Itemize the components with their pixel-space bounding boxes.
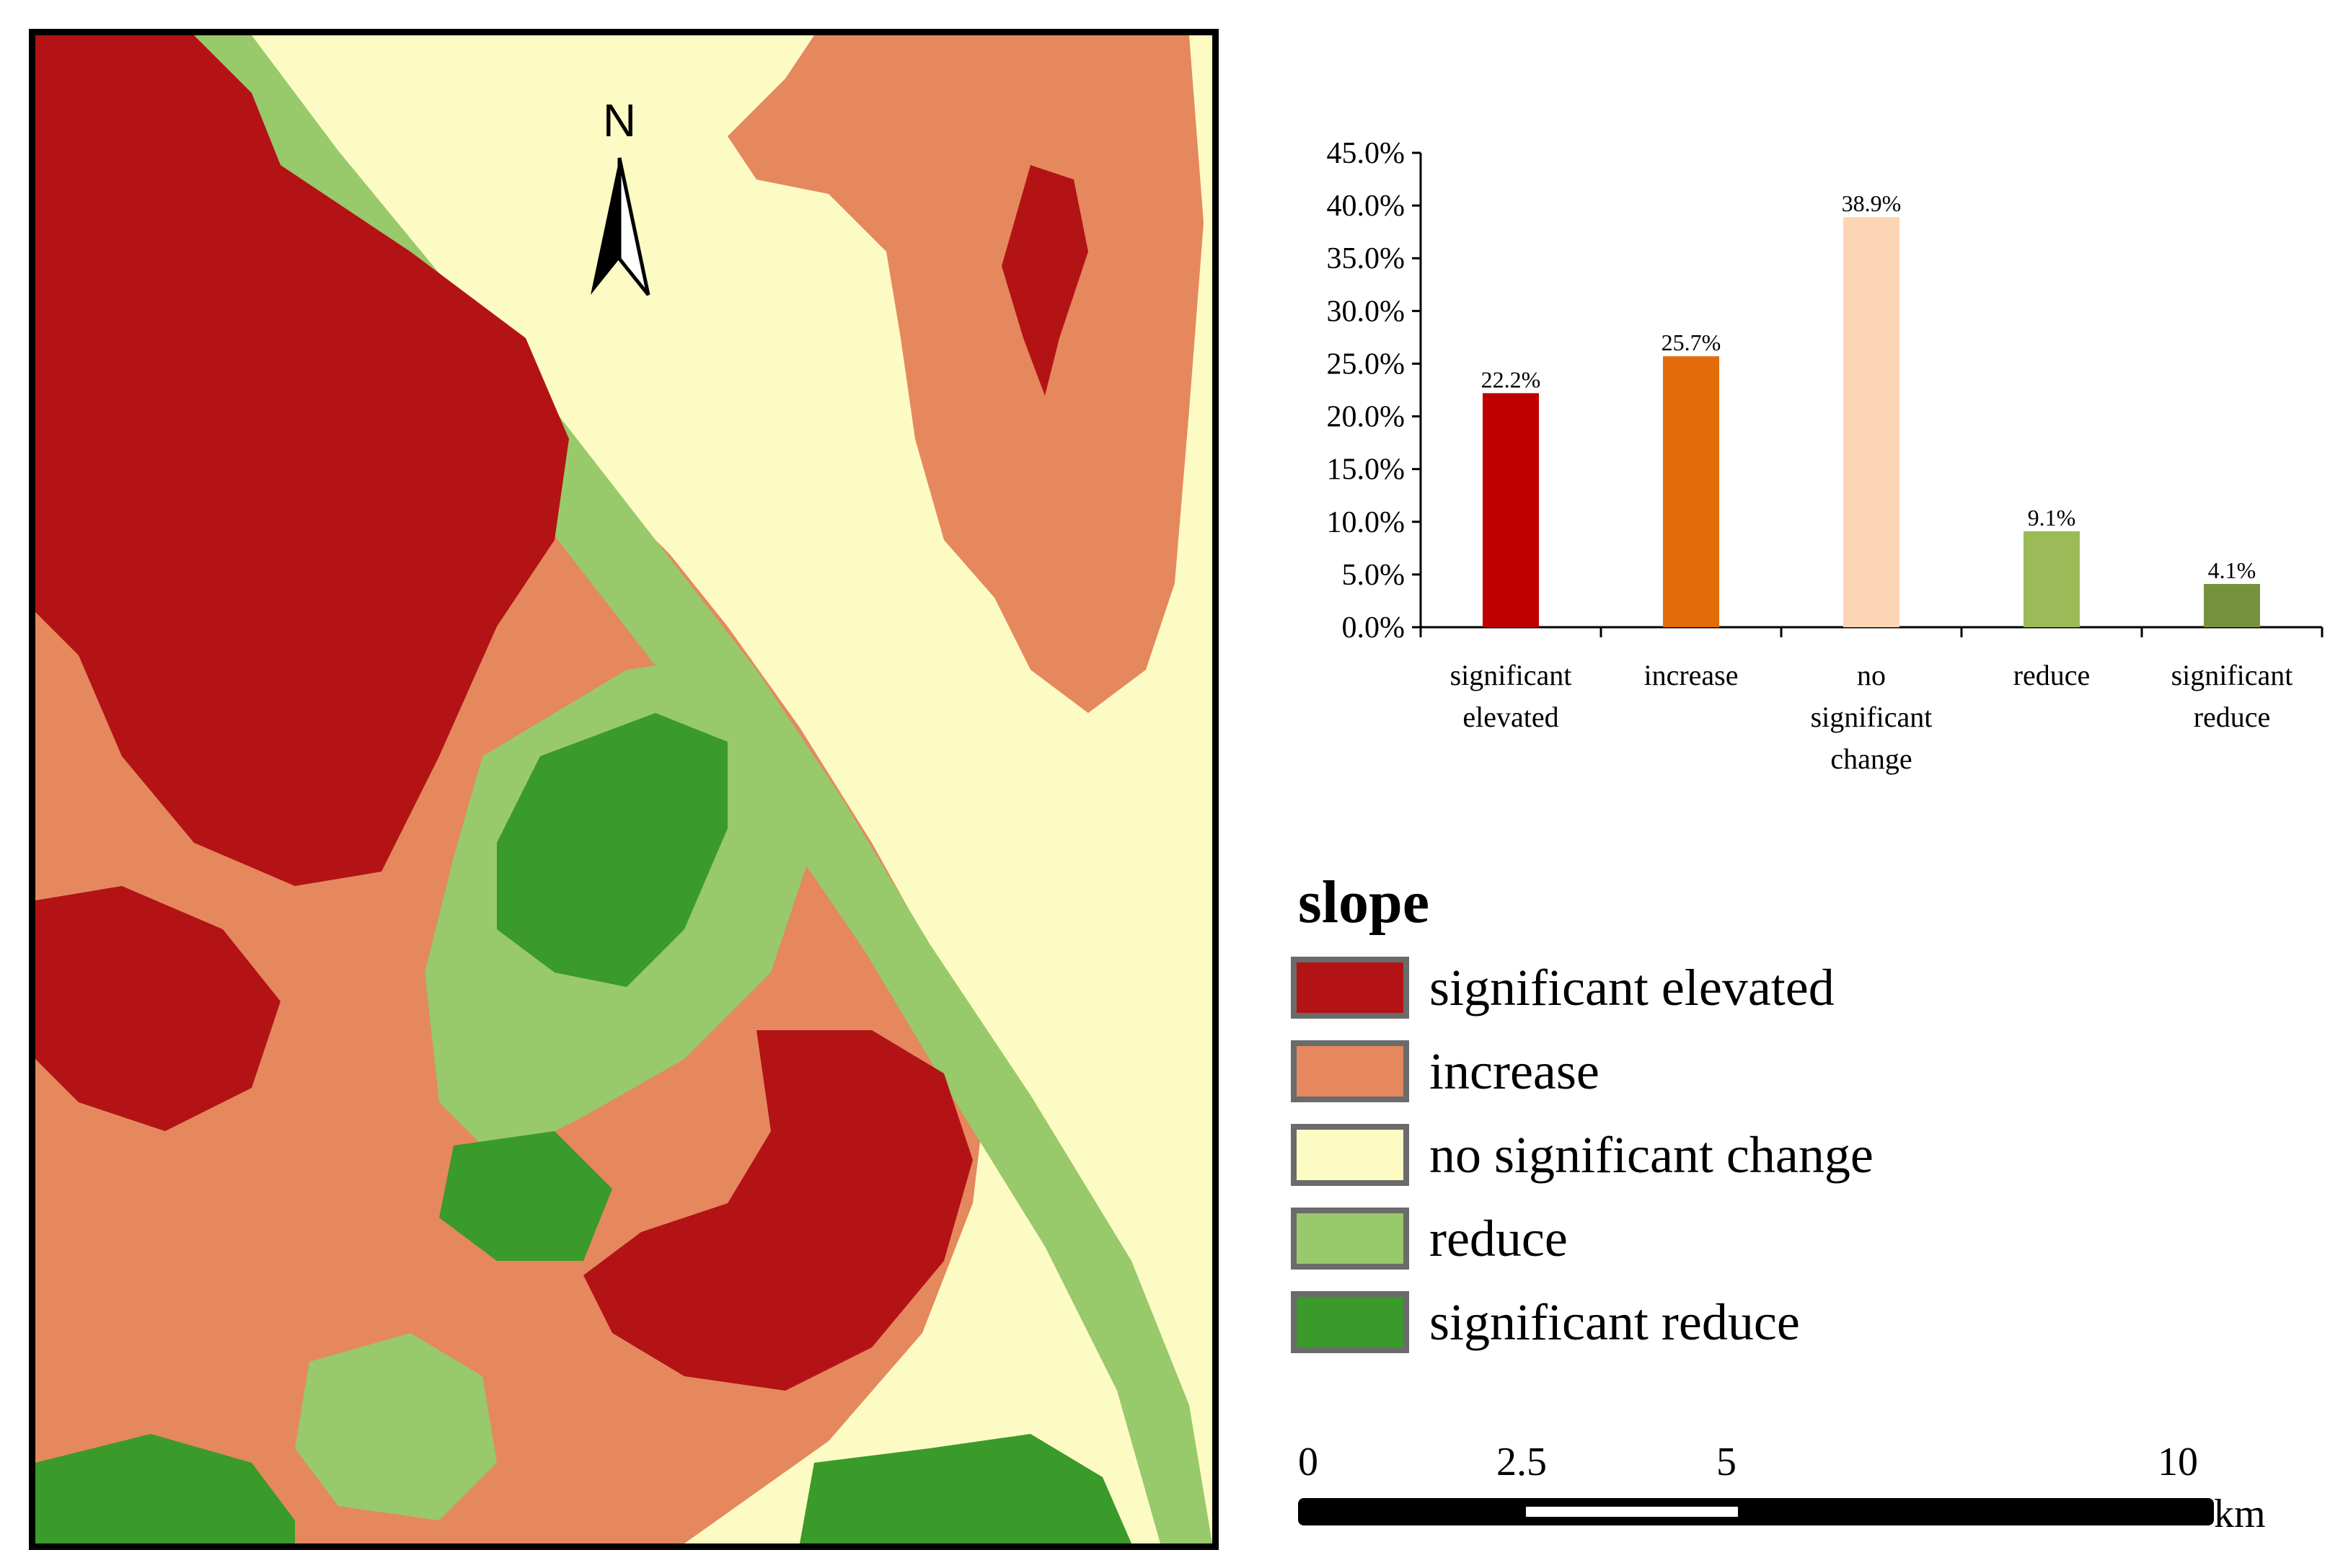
category-label: change [1830, 743, 1912, 775]
legend-swatch [1291, 1040, 1409, 1102]
legend-item: significant reduce [1291, 1280, 2300, 1364]
legend: slope significant elevated increase no sig… [1291, 872, 2300, 1364]
y-tick-label: 45.0% [1327, 137, 1405, 170]
category-label: elevated [1462, 701, 1558, 733]
bar [2024, 531, 2080, 627]
north-arrow-left-half [591, 158, 619, 295]
y-tick-label: 10.0% [1327, 506, 1405, 539]
legend-label: significant reduce [1429, 1293, 1800, 1351]
category-label: significant [1811, 701, 1933, 733]
scale-bar-segment-white [1526, 1507, 1738, 1517]
legend-swatch [1291, 957, 1409, 1019]
legend-label: reduce [1429, 1210, 1568, 1267]
category-label: increase [1643, 659, 1738, 691]
map-region-elevated-southwest [35, 886, 281, 1131]
y-tick-label: 30.0% [1327, 295, 1405, 328]
north-arrow-right-half [617, 157, 650, 296]
legend-swatch [1291, 1291, 1409, 1353]
bar-value-label: 38.9% [1842, 190, 1902, 216]
legend-item: reduce [1291, 1197, 2300, 1280]
scale-unit: km [2214, 1492, 2266, 1536]
bar-value-label: 25.7% [1662, 329, 1721, 355]
bar-value-label: 22.2% [1481, 366, 1541, 392]
scale-bar-segment-black [1298, 1498, 2214, 1525]
legend-label: increase [1429, 1042, 1599, 1100]
map-region-significant-reduce-southeast [800, 1434, 1131, 1543]
category-label: reduce [2194, 701, 2271, 733]
scale-tick-5: 5 [1716, 1440, 1737, 1484]
scale-bar-graphic [1298, 1498, 2214, 1525]
map-region-increase-northeast [728, 35, 1204, 713]
bar-chart: 0.0% 5.0% 10.0% 15.0% 20.0% 25.0% 30.0% 35.0% 40… [1327, 137, 2324, 775]
legend-label: no significant change [1429, 1126, 1874, 1184]
y-tick-label: 5.0% [1342, 559, 1405, 592]
north-arrow-icon: N [591, 94, 650, 296]
scale-tick-0: 0 [1298, 1440, 1318, 1484]
legend-item: no significant change [1291, 1113, 2300, 1197]
category-label: significant [1450, 659, 1572, 691]
map-region-elevated-south [583, 1030, 973, 1391]
y-tick-label: 40.0% [1327, 190, 1405, 223]
y-tick-label: 20.0% [1327, 401, 1405, 434]
y-tick-label: 25.0% [1327, 347, 1405, 381]
bar [1663, 356, 1719, 627]
map-region-significant-reduce-southcenter [439, 1131, 612, 1261]
y-tick-label: 35.0% [1327, 242, 1405, 275]
scale-tick-10: 10 [2158, 1440, 2198, 1484]
bar [1843, 217, 1899, 627]
map-region-significant-reduce-center [497, 713, 728, 987]
legend-title: slope [1298, 869, 1430, 936]
map-region-reduce-south [295, 1333, 497, 1520]
y-tick-label: 15.0% [1327, 453, 1405, 487]
bar [2204, 584, 2260, 627]
north-label: N [603, 94, 636, 146]
legend-swatch [1291, 1124, 1409, 1186]
map-region-elevated-northeast [1002, 165, 1088, 396]
category-label: reduce [2013, 659, 2091, 691]
bar-value-label: 4.1% [2208, 557, 2256, 583]
legend-item: increase [1291, 1029, 2300, 1113]
category-label: no [1857, 659, 1886, 691]
map-region-elevated-west [35, 35, 569, 886]
scale-tick-2-5: 2.5 [1496, 1440, 1547, 1484]
map-panel[interactable]: N [29, 29, 1219, 1550]
slope-map [35, 35, 1212, 1543]
y-tick-label: 0.0% [1342, 611, 1405, 645]
scale-bar: 0 2.5 5 10 km [1284, 1413, 2293, 1557]
map-region-significant-reduce-south [35, 1434, 295, 1543]
bar [1483, 393, 1539, 627]
legend-item: significant elevated [1291, 946, 2300, 1029]
legend-swatch [1291, 1208, 1409, 1270]
legend-items: significant elevated increase no significa… [1291, 946, 2300, 1364]
legend-label: significant elevated [1429, 959, 1835, 1016]
bar-value-label: 9.1% [2028, 505, 2076, 531]
category-label: significant [2171, 659, 2293, 691]
